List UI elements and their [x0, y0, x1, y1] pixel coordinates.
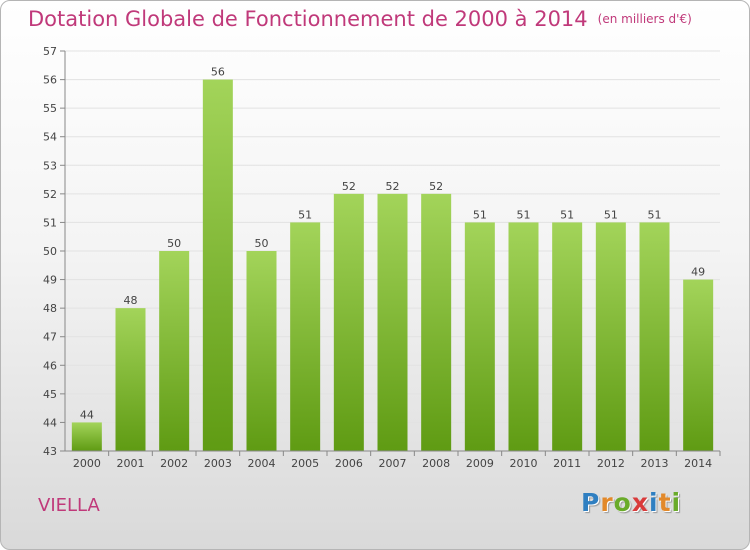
bar — [421, 193, 452, 451]
bar — [202, 79, 233, 452]
y-tick-label: 44 — [43, 416, 57, 429]
data-label: 51 — [604, 208, 618, 221]
x-tick-label: 2009 — [466, 457, 494, 470]
data-label: 51 — [648, 208, 662, 221]
data-label: 44 — [80, 408, 94, 421]
bar — [377, 193, 408, 451]
y-tick-label: 54 — [43, 131, 57, 144]
logo-letter: i — [671, 488, 682, 517]
y-tick-label: 55 — [43, 102, 57, 115]
chart-title-unit: (en milliers d'€) — [597, 12, 692, 26]
logo-letter: t — [658, 488, 672, 517]
bar — [159, 251, 190, 451]
data-label: 49 — [691, 266, 705, 279]
axes: 43 44 45 46 47 48 49 50 51 52 53 54 55 56 57 2000 2001 20… — [43, 45, 721, 470]
logo-letter: P — [581, 488, 601, 517]
bar — [552, 222, 583, 451]
bars — [71, 79, 714, 452]
x-tick-label: 2004 — [248, 457, 276, 470]
logo-letter: r — [600, 488, 614, 517]
x-tick-label: 2005 — [291, 457, 319, 470]
chart-title-text: Dotation Globale de Fonctionnement de 20… — [28, 7, 588, 31]
x-tick-label: 2010 — [510, 457, 538, 470]
bar — [290, 222, 321, 451]
bar — [683, 279, 714, 451]
logo-letter: x — [631, 488, 649, 517]
x-tick-label: 2007 — [379, 457, 407, 470]
data-labels: 44 48 50 56 50 51 52 52 52 51 51 51 51 51 49 — [80, 66, 705, 422]
logo-letter: o — [613, 488, 632, 517]
x-tick-label: 2012 — [597, 457, 625, 470]
bar — [508, 222, 539, 451]
x-tick-label: 2006 — [335, 457, 363, 470]
x-tick-label: 2000 — [73, 457, 101, 470]
bar — [71, 422, 102, 451]
y-tick-label: 56 — [43, 74, 57, 87]
bar — [595, 222, 626, 451]
x-tick-label: 2001 — [117, 457, 145, 470]
bar — [115, 308, 146, 451]
x-tick-label: 2002 — [160, 457, 188, 470]
proxiti-logo: Proxiti — [581, 488, 681, 517]
y-tick-label: 50 — [43, 245, 57, 258]
data-label: 52 — [342, 180, 356, 193]
y-tick-label: 51 — [43, 216, 57, 229]
x-tick-label: 2008 — [422, 457, 450, 470]
x-tick-label: 2003 — [204, 457, 232, 470]
data-label: 50 — [255, 237, 269, 250]
data-label: 50 — [167, 237, 181, 250]
x-tick-label: 2014 — [684, 457, 712, 470]
y-tick-label: 52 — [43, 188, 57, 201]
y-tick-label: 48 — [43, 302, 57, 315]
x-tick-label: 2013 — [641, 457, 669, 470]
y-tick-label: 43 — [43, 445, 57, 458]
logo-letter: i — [649, 488, 659, 517]
bar — [333, 193, 364, 451]
data-label: 48 — [124, 294, 138, 307]
y-tick-label: 57 — [43, 45, 57, 58]
data-label: 52 — [429, 180, 443, 193]
data-label: 52 — [386, 180, 400, 193]
x-tick-label: 2011 — [553, 457, 581, 470]
chart-title: Dotation Globale de Fonctionnement de 20… — [28, 7, 692, 31]
y-tick-label: 53 — [43, 159, 57, 172]
data-label: 51 — [560, 208, 574, 221]
data-label: 51 — [517, 208, 531, 221]
bar — [464, 222, 495, 451]
data-label: 56 — [211, 66, 225, 79]
y-tick-label: 46 — [43, 359, 57, 372]
bar — [246, 251, 277, 451]
data-label: 51 — [473, 208, 487, 221]
y-tick-label: 49 — [43, 274, 57, 287]
y-tick-label: 47 — [43, 331, 57, 344]
data-label: 51 — [298, 208, 312, 221]
bar — [639, 222, 670, 451]
commune-name: VIELLA — [38, 495, 100, 516]
y-tick-label: 45 — [43, 388, 57, 401]
